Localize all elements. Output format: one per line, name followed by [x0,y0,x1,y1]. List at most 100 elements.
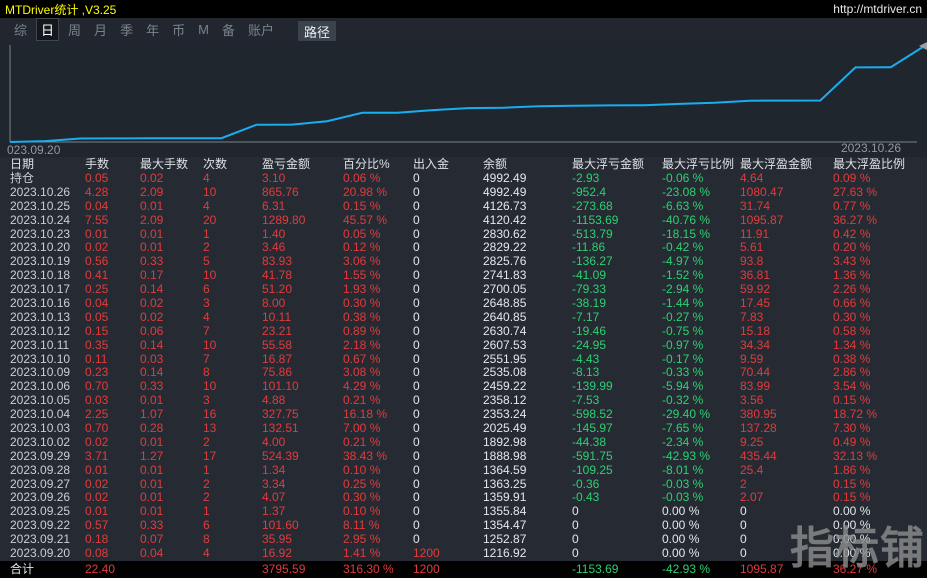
table-cell: 0 [413,214,483,228]
table-cell: 1080.47 [740,186,833,200]
table-cell: -1.52 % [662,269,740,283]
menu-item-日[interactable]: 日 [36,18,59,41]
table-cell: 0.38 % [833,353,927,367]
menu-item-币[interactable]: 币 [168,19,189,40]
table-cell: 0.05 [85,172,140,186]
menu-item-年[interactable]: 年 [142,19,163,40]
table-cell: 0 [413,519,483,533]
balance-chart: 023.09.20 2023.10.26 [0,41,927,157]
header-cell: 最大手数 [140,157,203,172]
table-cell: 0.04 [85,297,140,311]
table-cell: 0 [413,339,483,353]
table-cell: 0.04 [140,547,203,561]
table-row: 2023.09.210.180.07835.952.95 %01252.8700… [0,533,927,547]
table-cell: 0 [413,394,483,408]
table-cell: 2.26 % [833,283,927,297]
table-cell: 93.8 [740,255,833,269]
table-cell: 0 [740,533,833,547]
table-cell: -8.13 [572,366,662,380]
table-cell: 38.43 % [343,450,413,464]
table-cell: 5 [203,255,262,269]
table-cell: 2 [203,478,262,492]
table-cell: 2023.10.09 [0,366,85,380]
menu-item-综[interactable]: 综 [10,19,31,40]
table-row: 2023.10.250.040.0146.310.15 %04126.73-27… [0,200,927,214]
table-cell: 4 [203,311,262,325]
table-cell: 3.56 [740,394,833,408]
table-cell: 1.34 [262,464,343,478]
table-cell: 2023.10.20 [0,241,85,255]
table-cell: 0 [413,505,483,519]
table-cell: 2640.85 [483,311,572,325]
table-cell: 1289.80 [262,214,343,228]
table-cell: 0 [572,533,662,547]
table-cell: 0 [413,228,483,242]
table-cell: 0.00 % [833,519,927,533]
table-cell: 4120.42 [483,214,572,228]
table-cell: 4992.49 [483,172,572,186]
table-cell: 2023.10.18 [0,269,85,283]
table-cell: 2023.10.06 [0,380,85,394]
table-cell: -38.19 [572,297,662,311]
table-cell: 16.18 % [343,408,413,422]
table-cell: 137.28 [740,422,833,436]
table-cell: 8.11 % [343,519,413,533]
table-cell: 4.00 [262,436,343,450]
table-cell: 2023.10.26 [0,186,85,200]
table-row: 2023.10.030.700.2813132.517.00 %02025.49… [0,422,927,436]
table-cell: 18.72 % [833,408,927,422]
table-cell: -598.52 [572,408,662,422]
table-cell: -18.15 % [662,228,740,242]
table-cell: 0 [413,311,483,325]
table-row: 2023.10.042.251.0716327.7516.18 %02353.2… [0,408,927,422]
table-cell: -2.34 % [662,436,740,450]
menu-item-季[interactable]: 季 [116,19,137,40]
table-cell: 4.88 [262,394,343,408]
table-cell: 132.51 [262,422,343,436]
table-cell: 2.09 [140,186,203,200]
table-cell: 0.06 [140,325,203,339]
menu-item-账户[interactable]: 账户 [244,19,278,40]
table-cell: 2.25 [85,408,140,422]
table-cell: 2358.12 [483,394,572,408]
table-cell: 8.00 [262,297,343,311]
table-cell: 0.01 [140,505,203,519]
table-cell: 0.05 % [343,228,413,242]
table-cell: 2830.62 [483,228,572,242]
table-cell: 23.21 [262,325,343,339]
table-cell: -0.75 % [662,325,740,339]
table-cell: 0 [572,519,662,533]
table-cell: 380.95 [740,408,833,422]
table-cell: 2023.09.25 [0,505,85,519]
table-cell: 35.95 [262,533,343,547]
table-cell: 10 [203,339,262,353]
table-cell: 1354.47 [483,519,572,533]
table-cell: 9.25 [740,436,833,450]
table-cell: -40.76 % [662,214,740,228]
menu-item-M[interactable]: M [194,21,213,38]
table-cell: 10 [203,380,262,394]
table-cell: 9.59 [740,353,833,367]
table-cell: 435.44 [740,450,833,464]
path-button[interactable]: 路径 [298,21,336,42]
menu-item-月[interactable]: 月 [90,19,111,40]
table-row: 2023.10.200.020.0123.460.12 %02829.22-11… [0,241,927,255]
table-cell: 3.71 [85,450,140,464]
table-cell: 1.93 % [343,283,413,297]
table-cell: 4126.73 [483,200,572,214]
table-cell: 17.45 [740,297,833,311]
menu-item-周[interactable]: 周 [64,19,85,40]
table-cell: 0.01 [140,228,203,242]
app-url-link[interactable]: http://mtdriver.cn [833,2,922,16]
table-cell: -0.17 % [662,353,740,367]
table-cell: 2 [203,436,262,450]
table-cell: 0.89 % [343,325,413,339]
table-cell: 0.57 [85,519,140,533]
menu-item-备[interactable]: 备 [218,19,239,40]
daily-stats-table: 日期手数最大手数次数盈亏金额百分比%出入金余额最大浮亏金额最大浮亏比例最大浮盈金… [0,157,927,561]
table-cell: 0.14 [140,366,203,380]
table-cell: 2.18 % [343,339,413,353]
table-cell: 0.02 [140,172,203,186]
app-title: MTDriver统计 ,V3.25 [5,1,116,18]
table-cell: 2353.24 [483,408,572,422]
